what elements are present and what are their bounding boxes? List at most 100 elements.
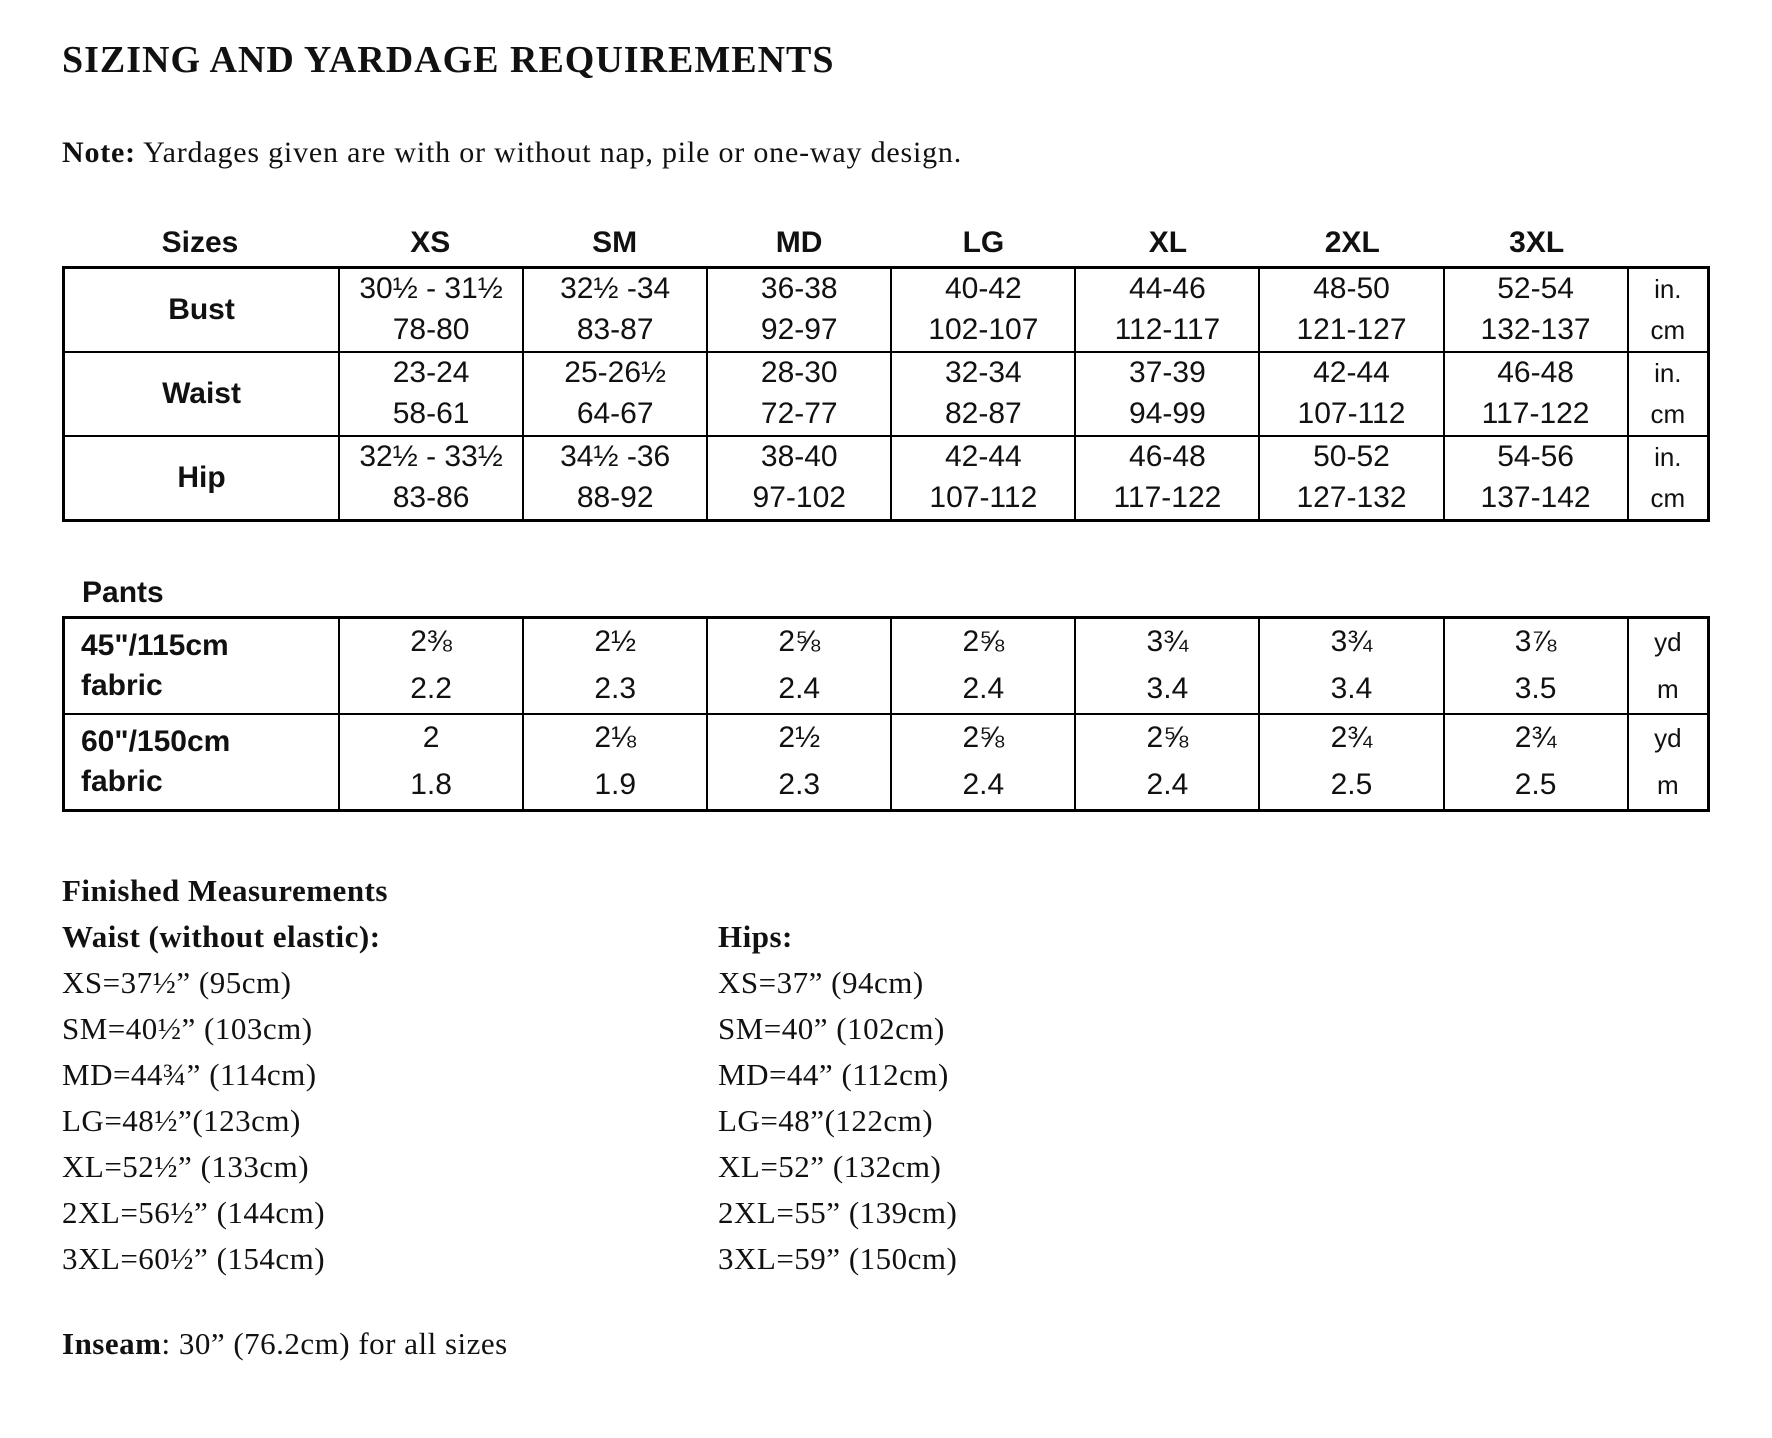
inseam-label: Inseam bbox=[62, 1325, 162, 1361]
size-column-header: LG bbox=[962, 225, 1005, 259]
row-label-60-fabric: 60"/150cm fabric bbox=[62, 713, 340, 811]
table-row: Bust 30½ - 31½ 32½ -34 36-38 40-42 44-46… bbox=[62, 267, 1709, 352]
measurement-cell: 28-30 bbox=[706, 351, 892, 394]
finished-measurements-section: Finished Measurements Waist (without ela… bbox=[62, 868, 1710, 1282]
document-page: SIZING AND YARDAGE REQUIREMENTS Note: Ya… bbox=[62, 39, 1710, 1362]
waist-row-group: Waist 23-24 25-26½ 28-30 32-34 37-39 42-… bbox=[62, 351, 1709, 436]
table-row: 45"/115cm fabric 2⅜ 2½ 2⅝ 2⅝ 3¾ 3¾ 3⅞ yd bbox=[62, 617, 1709, 714]
hips-heading: Hips: bbox=[718, 918, 793, 954]
measurement-cell: 117-122 bbox=[1074, 477, 1260, 521]
pants-section-heading: Pants bbox=[82, 575, 164, 609]
table-row: 78-80 83-87 92-97 102-107 112-117 121-12… bbox=[64, 309, 1709, 352]
size-header-unit-spacer bbox=[1629, 226, 1710, 260]
measurement-cell: 32-34 bbox=[890, 351, 1076, 394]
row-label-45-fabric: 45"/115cm fabric bbox=[62, 617, 340, 714]
unit-cell-m: m bbox=[1626, 665, 1709, 714]
measurement-cell: 132-137 bbox=[1442, 309, 1628, 352]
table-row: Hip 32½ - 33½ 34½ -36 38-40 42-44 46-48 … bbox=[62, 435, 1709, 521]
list-item: LG=48”(122cm) bbox=[718, 1102, 934, 1138]
body-measurements-table: Bust 30½ - 31½ 32½ -34 36-38 40-42 44-46… bbox=[62, 265, 1710, 522]
measurement-cell: 32½ - 33½ bbox=[338, 435, 524, 478]
list-item: LG=48½”(123cm) bbox=[62, 1102, 301, 1138]
unit-cell-m: m bbox=[1626, 761, 1709, 811]
yardage-cell: 2.5 bbox=[1442, 761, 1628, 811]
fabric-width-label: 45"/115cm bbox=[81, 628, 229, 662]
measurement-cell: 88-92 bbox=[522, 477, 708, 521]
yardage-cell: 2⅝ bbox=[890, 713, 1076, 762]
hips-measurements-column: Hips: XS=37” (94cm) SM=40” (102cm) MD=44… bbox=[718, 914, 957, 1282]
yardage-cell: 2½ bbox=[522, 617, 708, 666]
page-title: SIZING AND YARDAGE REQUIREMENTS bbox=[62, 39, 835, 81]
size-column-header: 3XL bbox=[1509, 225, 1565, 259]
unit-cell-cm: cm bbox=[1626, 393, 1709, 436]
list-item: SM=40” (102cm) bbox=[718, 1010, 945, 1046]
list-item: MD=44¾” (114cm) bbox=[62, 1056, 317, 1092]
yardage-cell: 2 bbox=[338, 713, 524, 762]
measurement-cell: 83-86 bbox=[338, 477, 524, 521]
note-label: Note: bbox=[62, 135, 136, 169]
list-item: 3XL=60½” (154cm) bbox=[62, 1240, 326, 1276]
yardage-cell: 3.4 bbox=[1074, 665, 1260, 714]
size-column-header: XS bbox=[410, 225, 451, 259]
yardage-cell: 2⅝ bbox=[1074, 713, 1260, 762]
measurement-cell: 117-122 bbox=[1442, 393, 1628, 436]
list-item: 2XL=55” (139cm) bbox=[718, 1194, 958, 1230]
measurement-cell: 92-97 bbox=[706, 309, 892, 352]
unit-cell-yd: yd bbox=[1626, 713, 1709, 762]
measurement-cell: 102-107 bbox=[890, 309, 1076, 352]
measurement-cell: 50-52 bbox=[1258, 435, 1444, 478]
yardage-cell: 2⅛ bbox=[522, 713, 708, 762]
waist-heading: Waist (without elastic): bbox=[62, 918, 381, 954]
waist-measurements-list: XS=37½” (95cm) SM=40½” (103cm) MD=44¾” (… bbox=[62, 960, 718, 1282]
finished-measurements-columns: Waist (without elastic): XS=37½” (95cm) … bbox=[62, 914, 1710, 1282]
fabric-60-row-group: 60"/150cm fabric 2 2⅛ 2½ 2⅝ 2⅝ 2¾ 2¾ yd … bbox=[62, 713, 1709, 811]
fabric-word-label: fabric bbox=[81, 764, 163, 798]
unit-cell-inches: in. bbox=[1626, 351, 1709, 394]
yardage-cell: 2¾ bbox=[1442, 713, 1628, 762]
measurement-cell: 42-44 bbox=[890, 435, 1076, 478]
measurement-cell: 82-87 bbox=[890, 393, 1076, 436]
yardage-cell: 2.5 bbox=[1258, 761, 1444, 811]
inseam-note: Inseam: 30” (76.2cm) for all sizes bbox=[62, 1326, 1710, 1362]
size-column-header: 2XL bbox=[1324, 225, 1380, 259]
measurement-cell: 121-127 bbox=[1258, 309, 1444, 352]
measurement-cell: 83-87 bbox=[522, 309, 708, 352]
hips-measurements-list: XS=37” (94cm) SM=40” (102cm) MD=44” (112… bbox=[718, 960, 957, 1282]
fabric-word-label: fabric bbox=[81, 668, 163, 702]
measurement-cell: 46-48 bbox=[1074, 435, 1260, 478]
measurement-cell: 107-112 bbox=[1258, 393, 1444, 436]
measurement-cell: 34½ -36 bbox=[522, 435, 708, 478]
yardage-cell: 2.3 bbox=[522, 665, 708, 714]
yardage-cell: 1.9 bbox=[522, 761, 708, 811]
measurement-cell: 23-24 bbox=[338, 351, 524, 394]
list-item: XS=37” (94cm) bbox=[718, 964, 924, 1000]
yardage-cell: 3¾ bbox=[1258, 617, 1444, 666]
table-row: Waist 23-24 25-26½ 28-30 32-34 37-39 42-… bbox=[62, 351, 1709, 436]
row-label-bust: Bust bbox=[62, 267, 340, 352]
table-row: 83-86 88-92 97-102 107-112 117-122 127-1… bbox=[64, 477, 1709, 521]
yardage-cell: 2.4 bbox=[706, 665, 892, 714]
measurement-cell: 52-54 bbox=[1442, 267, 1628, 310]
inseam-text: : 30” (76.2cm) for all sizes bbox=[161, 1325, 508, 1361]
yardage-cell: 3⅞ bbox=[1442, 617, 1628, 666]
unit-cell-cm: cm bbox=[1626, 309, 1709, 352]
list-item: XL=52” (132cm) bbox=[718, 1148, 942, 1184]
measurement-cell: 36-38 bbox=[706, 267, 892, 310]
table-row: 60"/150cm fabric 2 2⅛ 2½ 2⅝ 2⅝ 2¾ 2¾ yd bbox=[62, 713, 1709, 811]
measurement-cell: 46-48 bbox=[1442, 351, 1628, 394]
table-row: 58-61 64-67 72-77 82-87 94-99 107-112 11… bbox=[64, 393, 1709, 436]
unit-cell-cm: cm bbox=[1626, 477, 1709, 521]
yardage-cell: 3.4 bbox=[1258, 665, 1444, 714]
measurement-cell: 127-132 bbox=[1258, 477, 1444, 521]
pants-yardage-table: 45"/115cm fabric 2⅜ 2½ 2⅝ 2⅝ 3¾ 3¾ 3⅞ yd… bbox=[62, 615, 1710, 812]
list-item: SM=40½” (103cm) bbox=[62, 1010, 313, 1046]
list-item: 3XL=59” (150cm) bbox=[718, 1240, 958, 1276]
table-row: 1.8 1.9 2.3 2.4 2.4 2.5 2.5 m bbox=[64, 761, 1709, 811]
fabric-45-row-group: 45"/115cm fabric 2⅜ 2½ 2⅝ 2⅝ 3¾ 3¾ 3⅞ yd… bbox=[62, 617, 1709, 714]
size-column-header: XL bbox=[1148, 225, 1188, 259]
measurement-cell: 30½ - 31½ bbox=[338, 267, 524, 310]
measurement-cell: 94-99 bbox=[1074, 393, 1260, 436]
measurement-cell: 78-80 bbox=[338, 309, 524, 352]
measurement-cell: 32½ -34 bbox=[522, 267, 708, 310]
finished-measurements-heading: Finished Measurements bbox=[62, 872, 388, 908]
